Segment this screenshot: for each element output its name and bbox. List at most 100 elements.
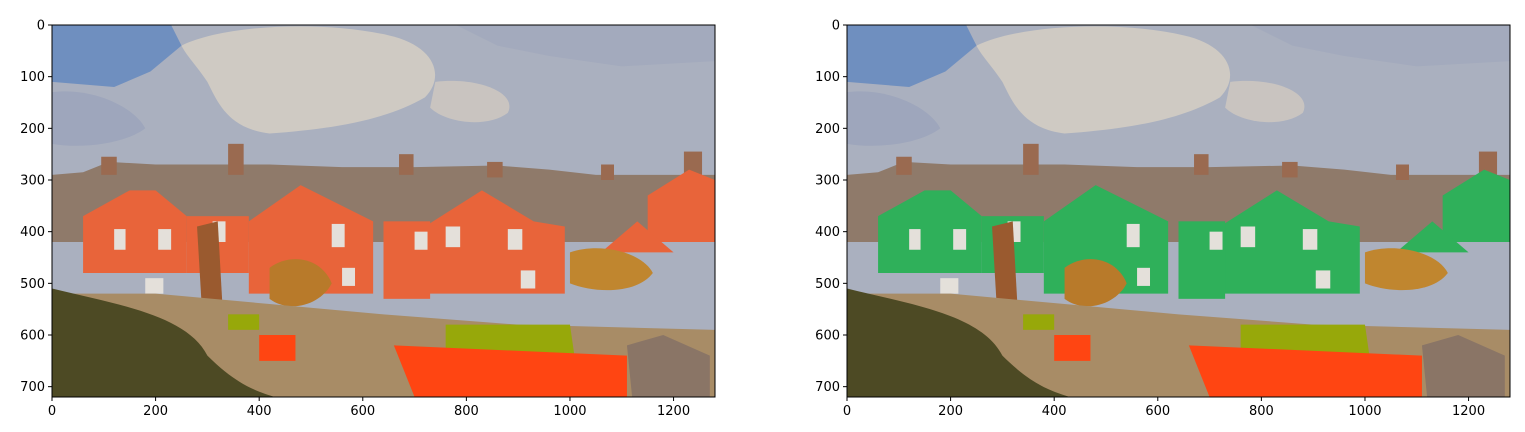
y-tick-label: 700 [20, 380, 45, 395]
x-tick-label: 800 [1249, 404, 1274, 419]
y-tick-label: 300 [20, 174, 45, 189]
y-tick-label: 700 [815, 380, 840, 395]
shed [1421, 335, 1505, 397]
x-tick-label: 400 [1042, 404, 1067, 419]
window [940, 278, 959, 294]
window [507, 229, 523, 250]
lawn [1023, 314, 1055, 330]
window [158, 229, 172, 250]
right-image-plot: 0 200 400 600 800 1000 1200 0 100 200 300 400 500 600… [815, 19, 1511, 419]
tree [992, 221, 1018, 315]
x-tick-label: 1200 [657, 404, 690, 419]
x-tick-label: 200 [938, 404, 963, 419]
axes-frame [51, 24, 716, 398]
house-wall [424, 190, 565, 294]
x-tick-label: 1200 [1452, 404, 1485, 419]
y-tick-label: 400 [815, 225, 840, 240]
house-wall [878, 190, 982, 273]
left-panel: 0 200 400 600 800 1000 1200 0 100 200 300 400 500 600… [0, 0, 762, 428]
y-tick-label: 200 [20, 122, 45, 137]
x-tick-label: 0 [48, 404, 56, 419]
window [1315, 270, 1331, 289]
right-panel: 0 200 400 600 800 1000 1200 0 100 200 300 400 500 600… [795, 0, 1525, 428]
cloud-small [430, 80, 510, 123]
window [114, 229, 126, 250]
cloud [181, 26, 436, 134]
x-tick-label: 600 [1145, 404, 1170, 419]
y-tick-label: 500 [20, 277, 45, 292]
chimney [601, 164, 614, 180]
house-wall [647, 169, 715, 242]
sky-patch-right [1251, 25, 1510, 67]
chimney [683, 151, 703, 175]
hedge [52, 288, 275, 397]
chimney [228, 143, 244, 175]
window [909, 229, 921, 250]
y-tick-label: 300 [815, 174, 840, 189]
y-tick-label: 100 [815, 70, 840, 85]
y-tick-label: 400 [20, 225, 45, 240]
window [1302, 229, 1318, 250]
window [145, 278, 164, 294]
x-tick-label: 0 [843, 404, 851, 419]
house-wall [1442, 169, 1510, 242]
house-wall [83, 190, 187, 273]
x-tick-label: 600 [350, 404, 375, 419]
window [1126, 223, 1140, 248]
sky-blue-patch [52, 25, 182, 87]
tree [1364, 248, 1448, 291]
house-wall [1219, 190, 1360, 294]
hedge [847, 288, 1070, 397]
window [342, 267, 356, 286]
chimney [101, 156, 117, 175]
axes-frame [846, 24, 1511, 398]
chimney [487, 161, 503, 178]
tree [1064, 259, 1127, 307]
left-image-plot: 0 200 400 600 800 1000 1200 0 100 200 300 400 500 600… [20, 19, 716, 419]
sky-shade [847, 91, 941, 146]
chimney [1023, 143, 1039, 175]
cloud-small [1225, 80, 1305, 123]
chimney [1396, 164, 1409, 180]
x-tick-label: 1000 [553, 404, 586, 419]
tree [569, 248, 653, 291]
x-tick-label: 1000 [1348, 404, 1381, 419]
sky-patch-right [456, 25, 715, 67]
window [1209, 231, 1223, 250]
window [1240, 226, 1256, 248]
orange-patch [1188, 345, 1422, 397]
x-tick-label: 800 [454, 404, 479, 419]
y-tick-label: 100 [20, 70, 45, 85]
chimney [1282, 161, 1298, 178]
chimney [399, 154, 414, 175]
y-tick-label: 600 [20, 329, 45, 344]
y-tick-label: 0 [37, 19, 45, 34]
window [414, 231, 428, 250]
house-wall [1396, 221, 1469, 253]
orange-patch [259, 335, 296, 361]
sky-blue-patch [847, 25, 977, 87]
y-tick-label: 600 [815, 329, 840, 344]
shed [626, 335, 710, 397]
window [1137, 267, 1151, 286]
image-area [52, 25, 715, 397]
house-wall [601, 221, 674, 253]
tree [269, 259, 332, 307]
y-tick-label: 0 [832, 19, 840, 34]
y-tick-label: 200 [815, 122, 840, 137]
chimney [896, 156, 912, 175]
orange-patch [393, 345, 627, 397]
chimney [1194, 154, 1209, 175]
image-area [847, 25, 1510, 397]
x-tick-label: 200 [143, 404, 168, 419]
window [520, 270, 536, 289]
cloud [976, 26, 1231, 134]
window [445, 226, 461, 248]
chimney [1478, 151, 1498, 175]
sky-shade [52, 91, 146, 146]
y-tick-label: 500 [815, 277, 840, 292]
x-tick-label: 400 [247, 404, 272, 419]
orange-patch [1054, 335, 1091, 361]
tree [197, 221, 223, 315]
lawn [228, 314, 260, 330]
